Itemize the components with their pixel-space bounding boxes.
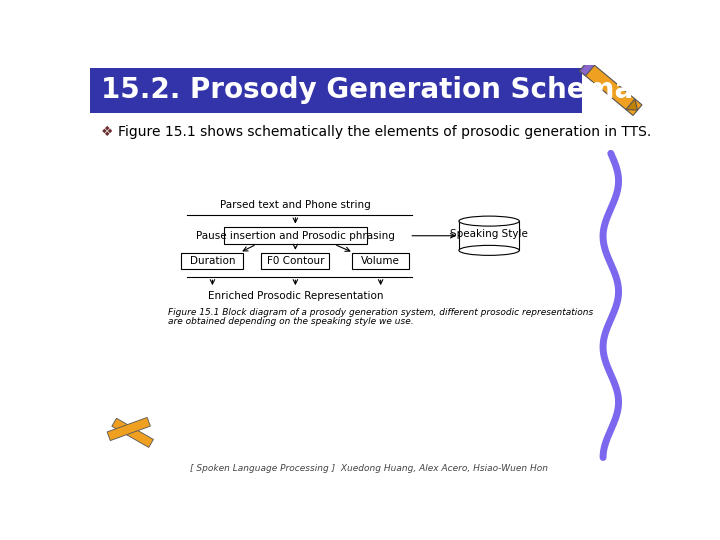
Ellipse shape [459, 245, 519, 255]
Text: Parsed text and Phone string: Parsed text and Phone string [220, 200, 371, 210]
Polygon shape [107, 417, 150, 441]
Text: F0 Contour: F0 Contour [266, 256, 324, 266]
Text: Duration: Duration [189, 256, 235, 266]
Text: are obtained depending on the speaking style we use.: are obtained depending on the speaking s… [168, 316, 413, 326]
Text: Volume: Volume [361, 256, 400, 266]
Bar [352, 253, 409, 269]
Text: Pause insertion and Prosodic phrasing: Pause insertion and Prosodic phrasing [196, 231, 395, 241]
Bar [181, 253, 243, 269]
Text: Figure 15.1 Block diagram of a prosody generation system, different prosodic rep: Figure 15.1 Block diagram of a prosody g… [168, 308, 593, 317]
Bar [261, 253, 330, 269]
Ellipse shape [459, 216, 519, 226]
Bar [459, 221, 519, 251]
Bar [224, 227, 367, 244]
Text: Figure 15.1 shows schematically the elements of prosodic generation in TTS.: Figure 15.1 shows schematically the elem… [118, 125, 651, 139]
Polygon shape [626, 99, 637, 110]
Text: [ Spoken Language Processing ]  Xuedong Huang, Alex Acero, Hsiao-Wuen Hon: [ Spoken Language Processing ] Xuedong H… [190, 464, 548, 473]
Text: Speaking Style: Speaking Style [450, 229, 528, 239]
Text: ❖: ❖ [101, 125, 113, 139]
Text: Enriched Prosodic Representation: Enriched Prosodic Representation [207, 291, 383, 301]
Text: 15.2. Prosody Generation Schematic: 15.2. Prosody Generation Schematic [101, 76, 672, 104]
Polygon shape [580, 60, 642, 116]
Bar [90, 68, 582, 112]
Polygon shape [580, 60, 595, 76]
Polygon shape [112, 418, 153, 448]
